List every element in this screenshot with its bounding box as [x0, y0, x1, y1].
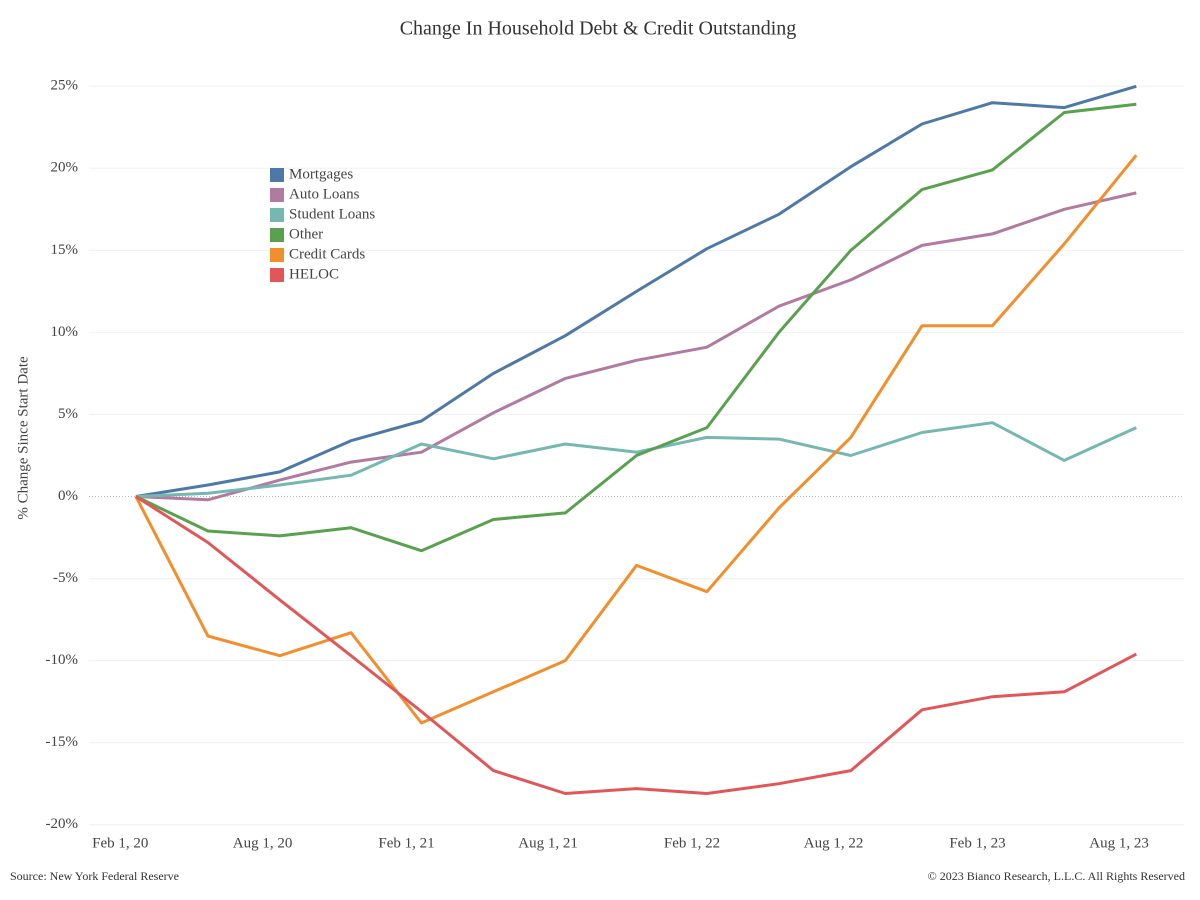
x-tick-label: Aug 1, 22	[804, 835, 864, 851]
y-tick-label: -15%	[46, 734, 79, 750]
y-tick-label: 25%	[51, 78, 79, 94]
x-tick-label: Aug 1, 20	[233, 835, 293, 851]
x-tick-label: Feb 1, 22	[664, 835, 720, 851]
x-tick-label: Feb 1, 20	[92, 835, 148, 851]
series-line	[135, 191, 1137, 502]
series-line	[134, 154, 1138, 725]
legend-label: Auto Loans	[289, 186, 360, 202]
legend-swatch	[270, 188, 284, 202]
legend-swatch	[270, 208, 284, 222]
y-tick-label: -20%	[46, 816, 79, 832]
series-line	[135, 495, 1137, 795]
x-tick-label: Aug 1, 21	[518, 835, 578, 851]
source: Source: New York Federal Reserve	[10, 869, 179, 883]
series-line	[135, 421, 1137, 498]
legend-swatch	[270, 228, 284, 242]
series-line	[135, 102, 1137, 553]
legend-swatch	[270, 248, 284, 262]
y-tick-label: 5%	[58, 406, 78, 422]
x-tick-label: Feb 1, 23	[949, 835, 1005, 851]
series-line	[135, 84, 1137, 498]
y-tick-label: 0%	[58, 488, 78, 504]
legend-swatch	[270, 268, 284, 282]
y-tick-label: 20%	[51, 160, 79, 176]
copyright: © 2023 Bianco Research, L.L.C. All Right…	[928, 869, 1185, 883]
x-tick-label: Feb 1, 21	[378, 835, 434, 851]
y-tick-label: -10%	[46, 652, 79, 668]
y-axis-label: % Change Since Start Date	[15, 356, 31, 520]
legend-label: Other	[289, 226, 323, 242]
x-tick-label: Aug 1, 23	[1089, 835, 1149, 851]
y-tick-label: -5%	[53, 570, 78, 586]
legend-label: Student Loans	[289, 206, 375, 222]
legend-label: HELOC	[289, 266, 339, 282]
legend-swatch	[270, 168, 284, 182]
legend-label: Mortgages	[289, 166, 353, 182]
y-tick-label: 10%	[51, 324, 79, 340]
y-tick-label: 15%	[51, 242, 79, 258]
legend-label: Credit Cards	[289, 246, 365, 262]
chart-title: Change In Household Debt & Credit Outsta…	[400, 18, 797, 40]
